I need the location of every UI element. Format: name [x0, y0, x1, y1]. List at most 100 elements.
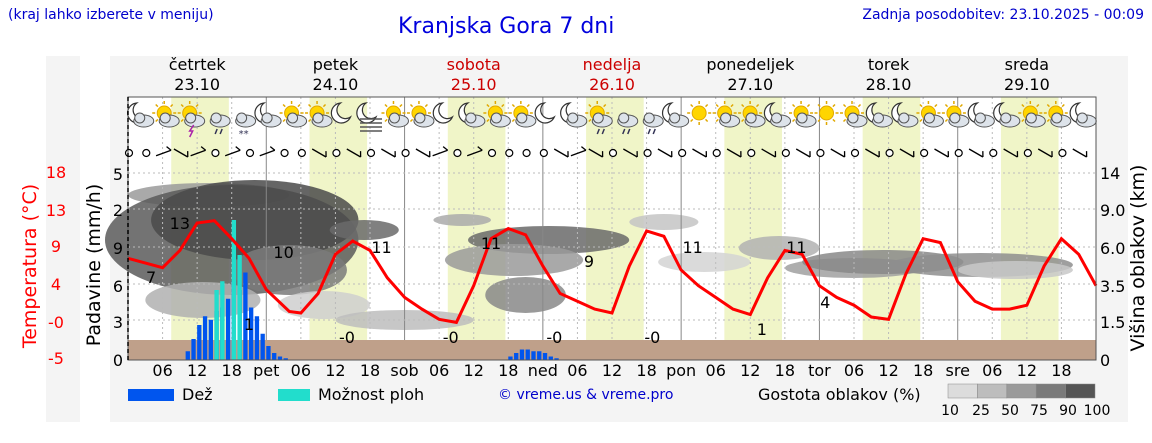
cloud-density-swatch-3 [1035, 383, 1066, 399]
sun-ray [704, 103, 709, 108]
sun-ray [741, 103, 745, 108]
sun-ray [919, 103, 923, 108]
wind-calm-icon [954, 148, 963, 158]
page-title: Kranjska Gora 7 dni [398, 14, 615, 39]
wind-feather [166, 146, 172, 151]
sun-cloud-icon [508, 101, 537, 128]
hour-tick-4-06: 06 [706, 361, 726, 380]
rain-bar [554, 358, 559, 360]
wind-feather [705, 151, 708, 158]
day-abbrev-6: sre [946, 361, 970, 380]
sun-ray [959, 103, 963, 108]
sun-cloud-icon [483, 101, 511, 128]
wind-calm-icon [453, 148, 462, 158]
temperature-label-11: 11 [682, 238, 702, 257]
day-date-3: 26.10 [589, 75, 635, 94]
temperature-label-12: 1 [757, 320, 767, 339]
cloud-rain-icon [617, 112, 639, 135]
sun-ray [806, 103, 811, 108]
temperature-label-13: 11 [786, 238, 806, 257]
wind-barb-icon [588, 148, 604, 158]
lightning-bolt [188, 124, 195, 138]
moon-cloud-icon [865, 102, 893, 128]
last-update: Zadnja posodobitev: 23.10.2025 - 00:09 [862, 7, 1144, 23]
moon-icon [534, 102, 556, 124]
wind-feather [1016, 151, 1019, 158]
wind-shaft [795, 148, 811, 158]
wind-shaft [657, 148, 673, 158]
sun-ray [308, 103, 312, 108]
wind-barb-icon [623, 148, 638, 158]
sun-cloud-icon [738, 101, 766, 128]
sun-ray [755, 103, 760, 108]
sun-ray [308, 118, 312, 123]
rain-bar [514, 353, 519, 360]
left-axis-band [46, 56, 80, 422]
sun-shape [691, 105, 707, 121]
wind-calm-icon [781, 148, 790, 158]
rain-bar [266, 346, 271, 360]
hour-tick-2-18: 18 [498, 361, 518, 380]
region-hint: (kraj lahko izberete v meniju) [8, 7, 214, 23]
day-abbrev-1: pet [253, 361, 279, 380]
wind-feather [913, 151, 915, 158]
wind-barb-icon [432, 146, 449, 157]
wind-feather [442, 146, 449, 151]
sun-ray [817, 103, 821, 108]
sun-ray [155, 118, 159, 123]
rain-bar [548, 356, 553, 360]
wind-barb-icon [1072, 148, 1088, 158]
cloud-density-level-75: 75 [1030, 403, 1048, 419]
precip-tick-1: 3 [113, 313, 123, 332]
sun-ray [588, 103, 592, 108]
rain-bar [243, 272, 248, 360]
sun-ray [842, 103, 847, 108]
sun-ray [934, 103, 938, 108]
temperature-axis-label: Temperatura (°C) [19, 184, 41, 349]
sun-ray [944, 103, 949, 108]
sun-ray [424, 103, 428, 108]
storm-bar [214, 290, 219, 360]
precip-tick-4: 2 [113, 201, 123, 220]
wind-shaft [224, 149, 241, 157]
cloud-density-label: Gostota oblakov (%) [758, 385, 921, 404]
temperature-tick-5: 18 [46, 163, 66, 182]
copyright-link[interactable]: © vreme.us & vreme.pro [498, 387, 674, 403]
rain-bar [531, 351, 536, 360]
wind-barb-icon [346, 148, 362, 158]
sun-cloud-icon [840, 101, 868, 128]
cloud-patch-2 [151, 180, 359, 260]
rain-bar [508, 356, 513, 360]
cloud-puff [1051, 112, 1063, 124]
wind-barb-icon [761, 148, 777, 158]
temperature-label-2: 1 [244, 315, 254, 334]
wind-calm-icon [747, 148, 756, 158]
sun-cloud-icon [381, 101, 409, 128]
wind-calm-icon [211, 148, 220, 158]
cloud-patch-14 [738, 236, 820, 260]
sun-ray [1036, 103, 1040, 108]
cloud-height-tick-2: 3.5 [1100, 277, 1125, 296]
sun-ray [399, 103, 403, 108]
wind-feather [1085, 151, 1088, 158]
wind-feather [567, 151, 569, 158]
cloud-puff [796, 112, 808, 124]
sun-ray [588, 118, 592, 123]
wind-calm-icon [989, 148, 998, 158]
wind-feather [187, 151, 189, 158]
cloud-puff [388, 112, 400, 124]
sun-ray [832, 118, 836, 123]
wind-shaft [415, 148, 431, 158]
hour-tick-3-12: 12 [602, 361, 622, 380]
wind-barb-icon [1037, 148, 1053, 158]
day-date-0: 23.10 [174, 75, 220, 94]
wind-barb-icon [726, 148, 742, 158]
cloud-patch-4 [231, 245, 347, 295]
temperature-label-8: -0 [546, 328, 562, 347]
cloud-puff [210, 112, 222, 124]
wind-calm-icon [505, 148, 514, 158]
wind-shaft [830, 148, 845, 158]
wind-feather [200, 146, 207, 151]
sun-ray [1061, 103, 1065, 108]
wind-shaft [899, 148, 915, 158]
